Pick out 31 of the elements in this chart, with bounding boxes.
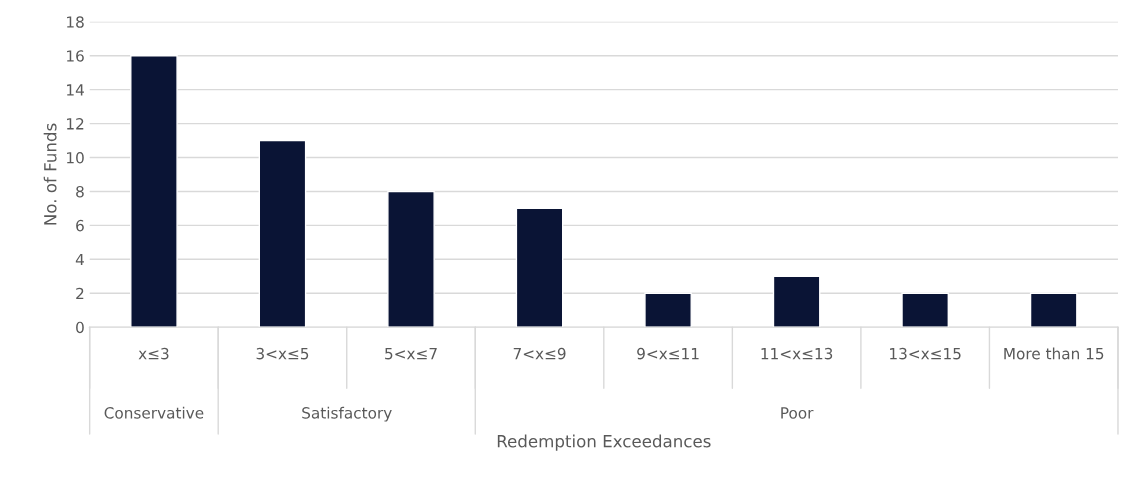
y-tick-label: 16 xyxy=(67,50,84,62)
x-tick-label: 5<x≤7 xyxy=(385,348,437,360)
bar xyxy=(901,292,949,328)
y-axis-title: No. of Funds xyxy=(43,123,57,225)
y-tick-label: 8 xyxy=(76,185,84,198)
bar xyxy=(772,275,821,328)
x-tick-label: x≤3 xyxy=(138,347,169,360)
bar xyxy=(1029,292,1078,328)
y-tick-label: 2 xyxy=(76,287,84,300)
bar xyxy=(515,207,564,328)
bar xyxy=(387,190,435,328)
text: Conservative xyxy=(104,406,204,419)
text: Poor xyxy=(781,407,814,419)
text: Satisfactory xyxy=(302,406,392,422)
y-tick-label: 10 xyxy=(67,151,84,164)
y-tick-label: 14 xyxy=(67,84,84,96)
y-tick-label: 6 xyxy=(76,219,84,232)
x-axis-title: Redemption Exceedances xyxy=(497,434,711,451)
y-tick-label: 12 xyxy=(67,118,84,130)
y-tick-label: 18 xyxy=(67,16,84,28)
bar xyxy=(130,55,178,328)
y-tick-label: 0 xyxy=(76,321,84,334)
y-tick-label: 4 xyxy=(75,253,84,266)
x-tick-label: 9<x≤11 xyxy=(637,347,699,360)
bar xyxy=(258,139,307,328)
x-tick-label: More than 15 xyxy=(1004,347,1104,360)
x-tick-label: 7<x≤9 xyxy=(513,347,566,360)
x-tick-label: 11<x≤13 xyxy=(761,347,833,360)
x-tick-label: 3<x≤5 xyxy=(256,347,309,360)
x-tick-label: 13<x≤15 xyxy=(890,347,961,360)
bar xyxy=(644,292,692,328)
